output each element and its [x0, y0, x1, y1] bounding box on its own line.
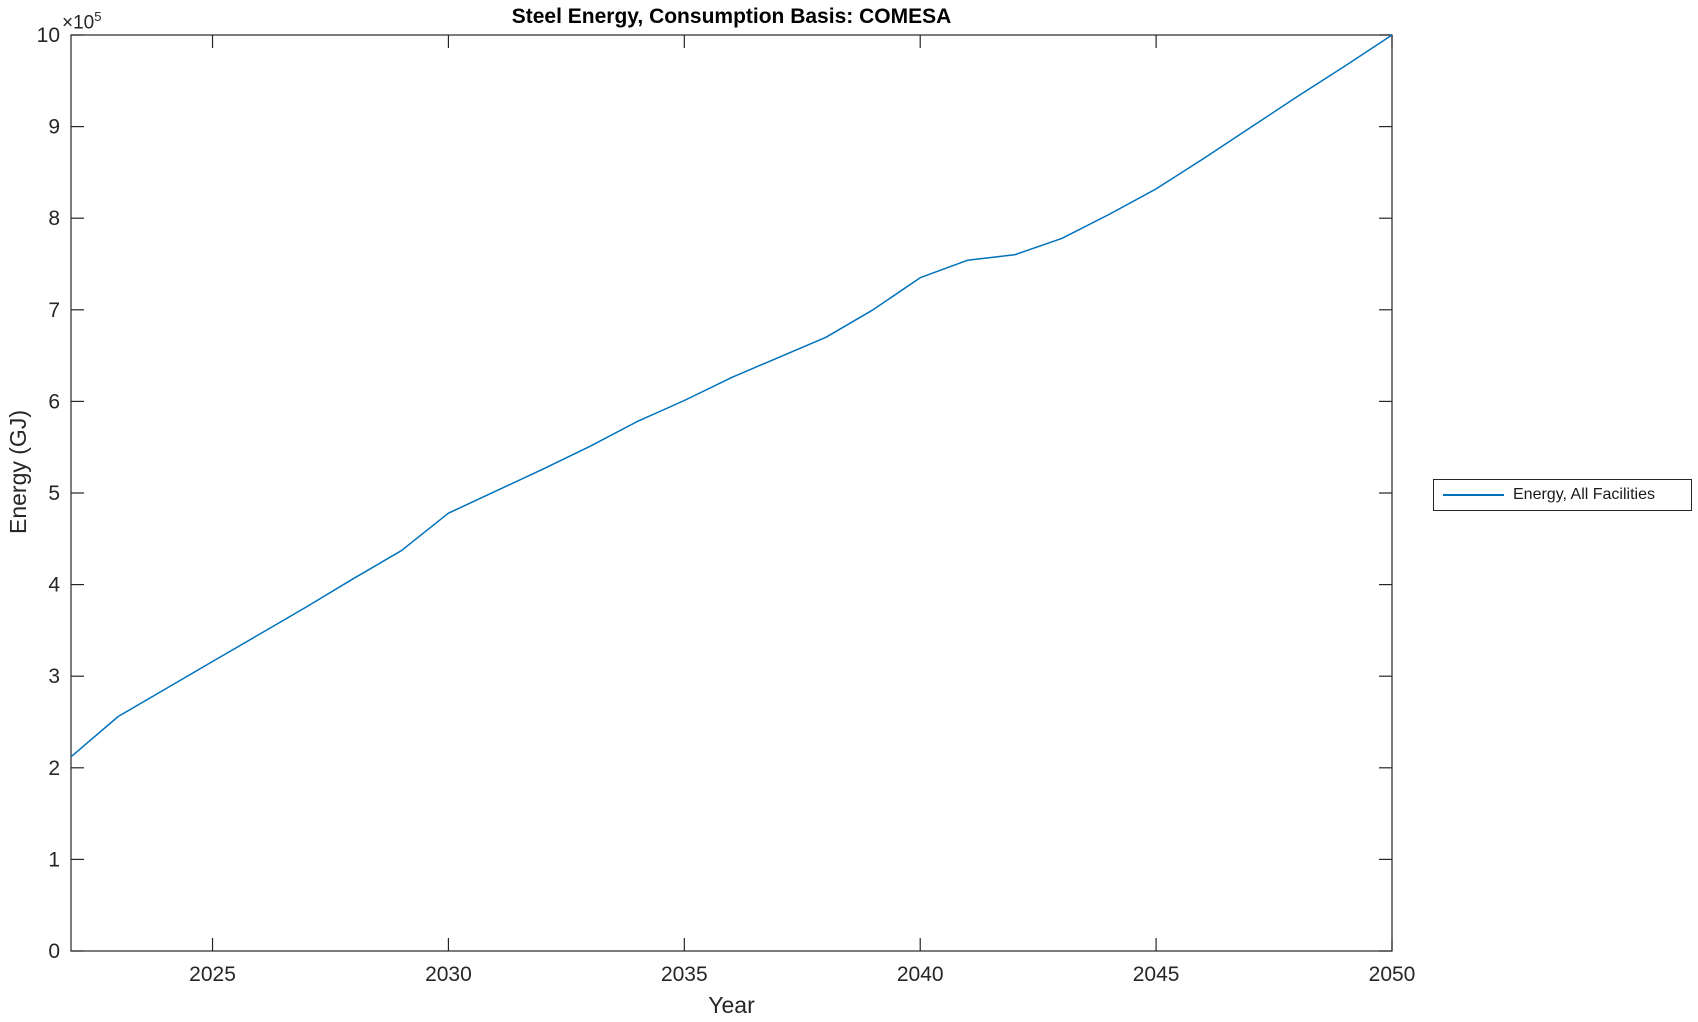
- x-tick-label: 2035: [661, 963, 708, 986]
- x-tick-label: 2040: [897, 963, 944, 986]
- x-axis-label: Year: [708, 992, 755, 1018]
- y-tick-label: 8: [48, 207, 60, 230]
- energy-series-line: [70, 34, 1393, 758]
- axes-box: [70, 34, 1393, 952]
- y-tick-label: 1: [48, 848, 60, 871]
- y-tick-label: 5: [48, 482, 60, 505]
- x-tick-label: 2050: [1369, 963, 1416, 986]
- x-tick-label: 2025: [189, 963, 236, 986]
- y-tick-label: 4: [48, 574, 60, 597]
- chart-title: Steel Energy, Consumption Basis: COMESA: [511, 5, 952, 28]
- x-tick-label: 2045: [1133, 963, 1180, 986]
- x-tick-label: 2030: [425, 963, 472, 986]
- y-axis-exponent: ×105: [62, 9, 101, 34]
- legend-box[interactable]: Energy, All Facilities: [1433, 479, 1692, 511]
- y-tick-label: 7: [48, 299, 60, 322]
- y-tick-label: 9: [48, 116, 60, 139]
- y-axis-exponent-base: ×10: [62, 12, 95, 34]
- y-axis-exponent-power: 5: [94, 9, 102, 24]
- y-tick-label: 3: [48, 665, 60, 688]
- legend-line-sample: [1443, 494, 1504, 496]
- y-tick-label: 0: [48, 940, 60, 963]
- y-tick-label: 2: [48, 757, 60, 780]
- legend-entry-label: Energy, All Facilities: [1513, 486, 1655, 503]
- y-tick-label: 10: [37, 24, 60, 47]
- y-axis-label: Energy (GJ): [5, 410, 31, 534]
- y-tick-label: 6: [48, 390, 60, 413]
